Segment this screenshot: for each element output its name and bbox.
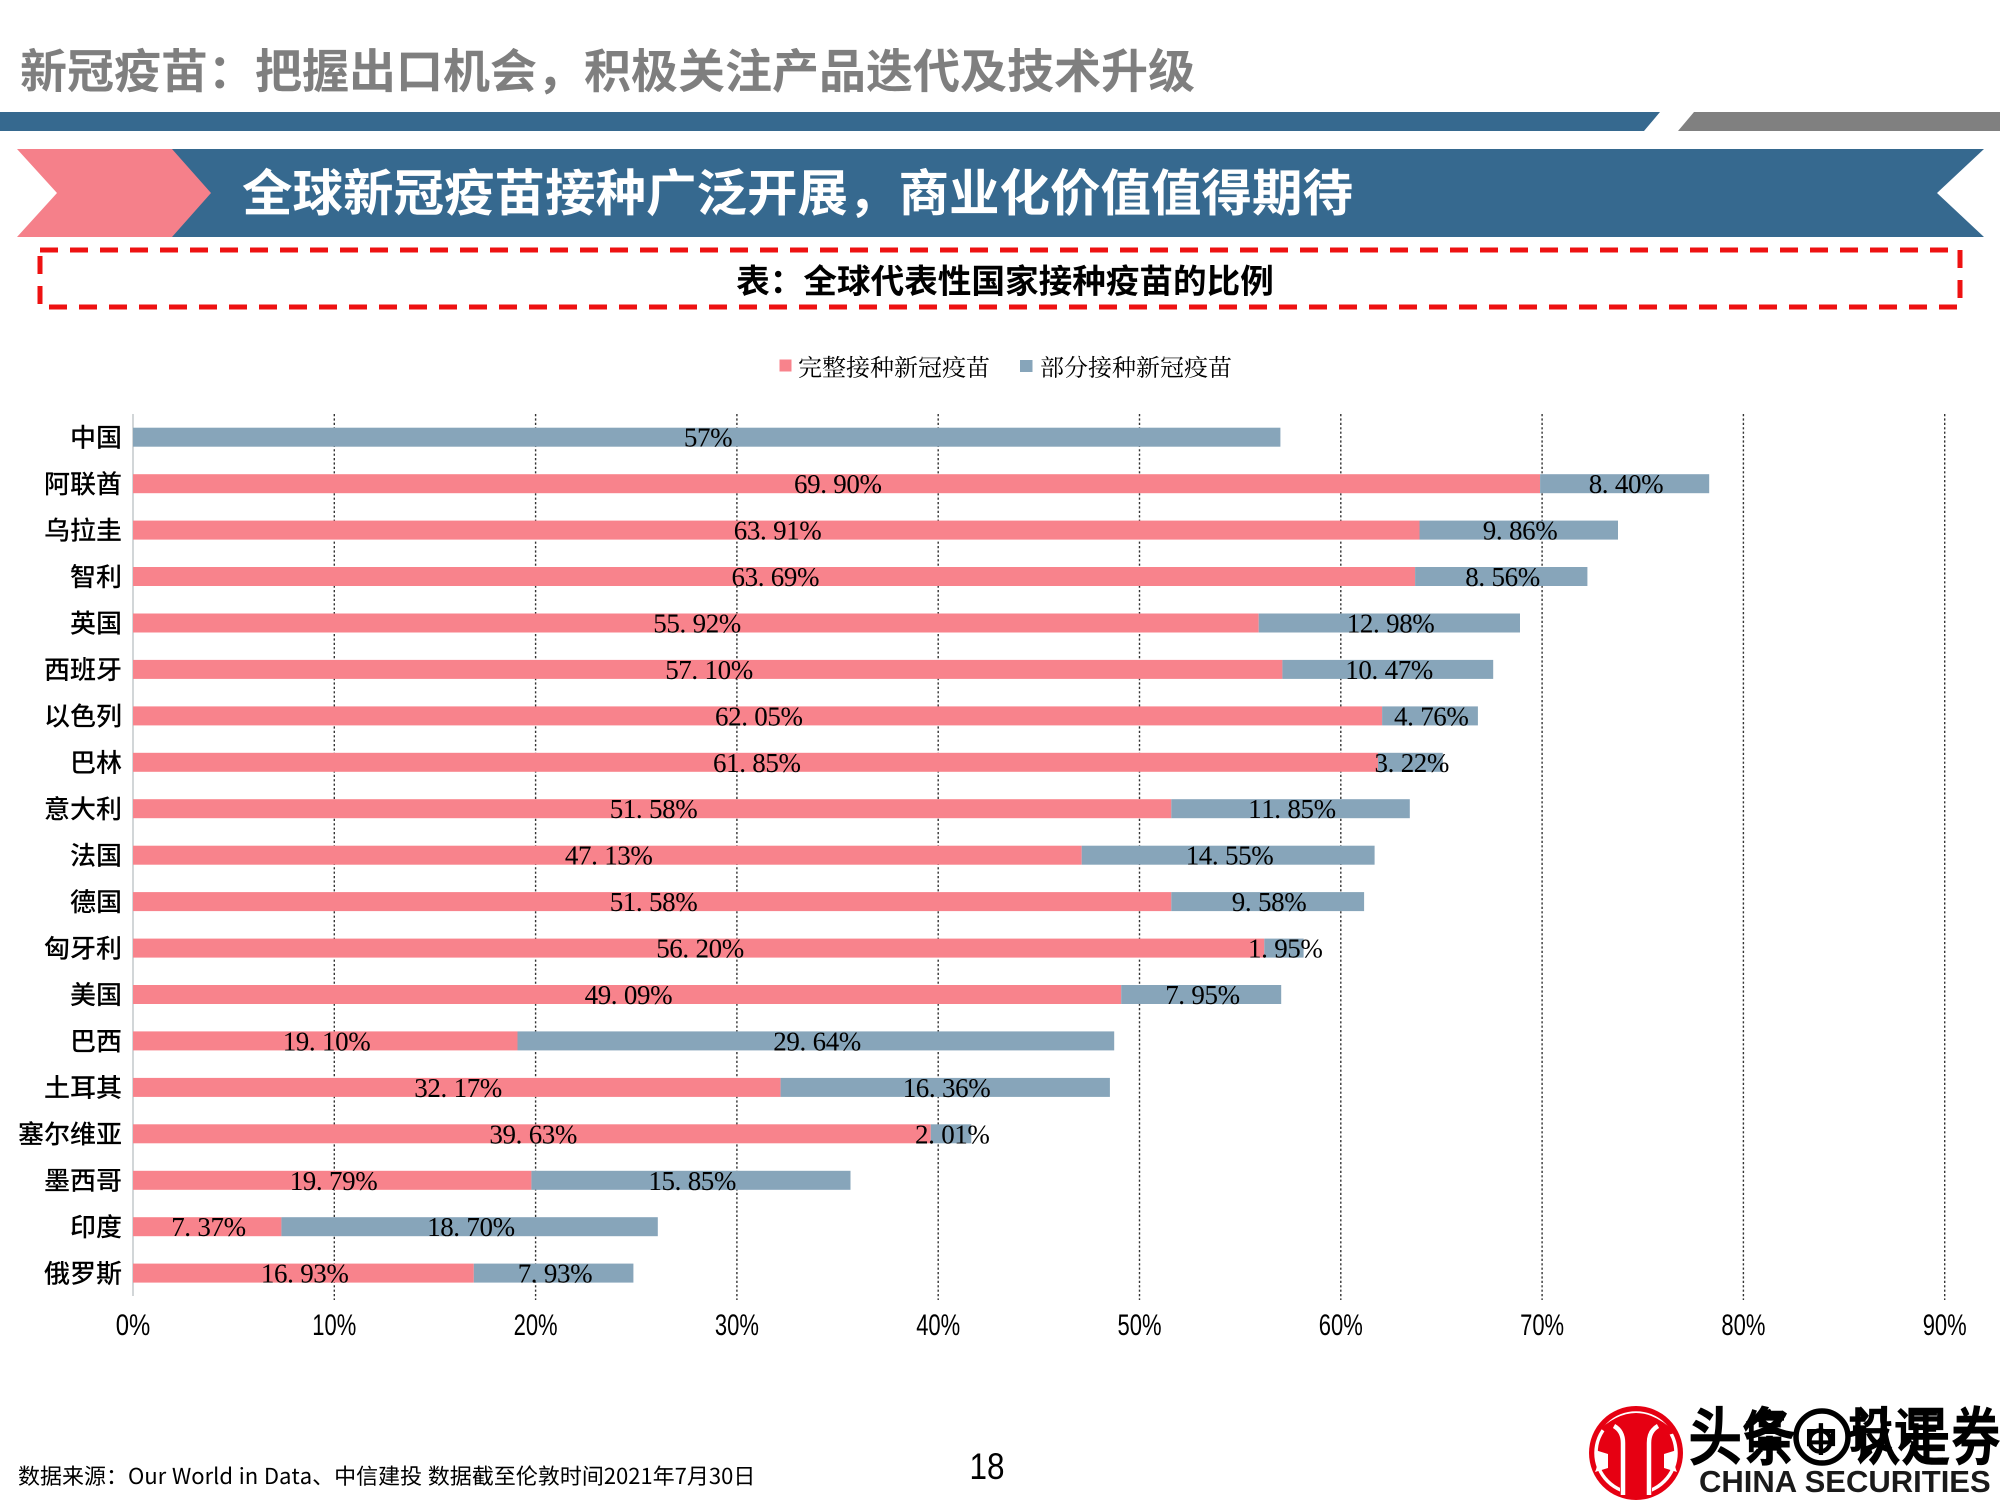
svg-text:57.10%: 57.10%: [665, 655, 753, 685]
svg-text:20%: 20%: [514, 1309, 558, 1342]
svg-text:15.85%: 15.85%: [648, 1166, 736, 1196]
svg-text:32.17%: 32.17%: [414, 1073, 502, 1103]
svg-text:16.36%: 16.36%: [903, 1073, 991, 1103]
svg-text:18.70%: 18.70%: [427, 1212, 515, 1242]
svg-text:9.86%: 9.86%: [1483, 516, 1558, 546]
svg-text:90%: 90%: [1923, 1309, 1967, 1342]
svg-text:19.79%: 19.79%: [290, 1166, 378, 1196]
svg-text:8.56%: 8.56%: [1465, 562, 1540, 592]
svg-text:50%: 50%: [1118, 1309, 1162, 1342]
svg-text:49.09%: 49.09%: [585, 980, 673, 1010]
svg-text:47.13%: 47.13%: [565, 841, 653, 871]
svg-text:7.93%: 7.93%: [518, 1259, 593, 1289]
svg-text:11.85%: 11.85%: [1248, 794, 1336, 824]
svg-text:57%: 57%: [684, 423, 733, 453]
svg-text:10%: 10%: [312, 1309, 356, 1342]
svg-text:9.58%: 9.58%: [1232, 887, 1307, 917]
svg-text:61.85%: 61.85%: [713, 748, 801, 778]
svg-text:51.58%: 51.58%: [610, 794, 698, 824]
svg-text:56.20%: 56.20%: [656, 934, 744, 964]
svg-text:1.95%: 1.95%: [1248, 934, 1323, 964]
svg-text:10.47%: 10.47%: [1345, 655, 1433, 685]
svg-text:29.64%: 29.64%: [773, 1026, 861, 1056]
svg-text:40%: 40%: [916, 1309, 960, 1342]
svg-text:2.01%: 2.01%: [915, 1119, 990, 1149]
svg-text:63.91%: 63.91%: [734, 516, 822, 546]
svg-text:16.93%: 16.93%: [261, 1259, 349, 1289]
svg-text:3.22%: 3.22%: [1375, 748, 1450, 778]
svg-text:30%: 30%: [715, 1309, 759, 1342]
svg-text:7.37%: 7.37%: [171, 1212, 246, 1242]
svg-text:69.90%: 69.90%: [794, 469, 882, 499]
svg-text:19.10%: 19.10%: [283, 1026, 371, 1056]
svg-text:4.76%: 4.76%: [1394, 701, 1469, 731]
svg-text:39.63%: 39.63%: [489, 1119, 577, 1149]
svg-text:80%: 80%: [1721, 1309, 1765, 1342]
svg-text:60%: 60%: [1319, 1309, 1363, 1342]
svg-text:12.98%: 12.98%: [1347, 609, 1435, 639]
svg-text:62.05%: 62.05%: [715, 701, 803, 731]
svg-text:55.92%: 55.92%: [653, 609, 741, 639]
svg-text:CHINA SECURITIES: CHINA SECURITIES: [1699, 1464, 1991, 1499]
svg-text:0%: 0%: [116, 1309, 151, 1342]
svg-text:14.55%: 14.55%: [1186, 841, 1274, 871]
svg-text:51.58%: 51.58%: [610, 887, 698, 917]
svg-text:63.69%: 63.69%: [732, 562, 820, 592]
svg-text:7.95%: 7.95%: [1165, 980, 1240, 1010]
svg-text:18: 18: [970, 1446, 1005, 1487]
svg-text:8.40%: 8.40%: [1589, 469, 1664, 499]
svg-text:70%: 70%: [1520, 1309, 1564, 1342]
